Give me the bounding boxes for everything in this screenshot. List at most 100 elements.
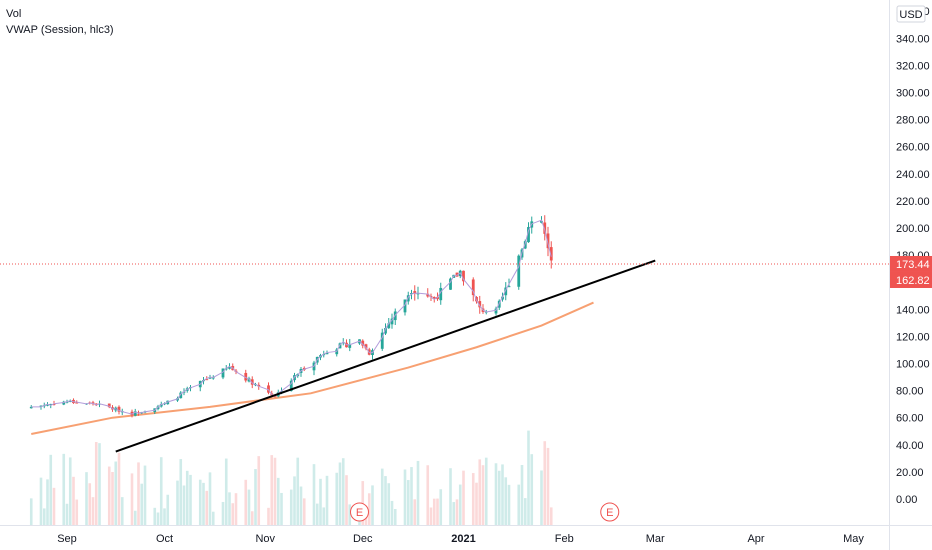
price-tags: 173.44 162.82 (890, 255, 932, 288)
volume-bar (29, 498, 33, 525)
volume-bar (325, 475, 329, 525)
volume-bar (406, 480, 410, 525)
volume-bar (49, 454, 53, 525)
candle-body (224, 368, 228, 370)
volume-bar (244, 479, 248, 525)
volume-bar (367, 493, 371, 525)
volume-bar (361, 481, 365, 525)
candle-body (384, 328, 387, 334)
legend-vwap: VWAP (Session, hlc3) (6, 24, 114, 36)
volume-bar (140, 483, 144, 525)
candle-body (348, 344, 352, 348)
volume-bar (224, 458, 228, 525)
second-price-tag: 162.82 (896, 275, 930, 287)
volume-bar (75, 499, 79, 525)
volume-bar (462, 470, 465, 525)
candle-body (501, 296, 504, 300)
volume-bar (312, 464, 316, 525)
volume-bar (208, 472, 212, 525)
candle-body (387, 323, 391, 329)
candle-body (527, 227, 530, 243)
volume-bar (289, 489, 293, 525)
earnings-marker-label: E (606, 507, 613, 519)
volume-bar (276, 477, 280, 525)
time-tick-label: Dec (353, 533, 373, 545)
candle-body (179, 392, 183, 399)
volume-bar (143, 465, 147, 525)
vwap-path (31, 219, 552, 415)
volume-bar (540, 470, 543, 525)
last-price-tag: 173.44 (896, 259, 930, 271)
candle-body (549, 247, 553, 261)
volume-bar (179, 459, 183, 525)
volume-bar (413, 499, 417, 525)
candle-body (494, 308, 498, 314)
volume-bar (39, 477, 43, 525)
volume-bar (228, 492, 231, 525)
volume-bar (202, 482, 205, 525)
volume-bar (189, 474, 192, 525)
candle-body (517, 255, 521, 287)
candle-body (523, 241, 527, 249)
currency-badge[interactable]: USD (896, 5, 926, 23)
volume-bar (98, 443, 101, 525)
volume-bar (436, 498, 439, 525)
volume-bar (315, 503, 319, 525)
volume-bar (426, 465, 430, 525)
candle-body (117, 406, 121, 412)
volume-bar (530, 454, 534, 525)
volume-bar (231, 503, 235, 525)
volume-bar (520, 464, 524, 525)
earnings-marker-circle[interactable] (350, 502, 369, 522)
price-tick-label: 100.00 (896, 359, 930, 371)
candle-body (338, 343, 342, 349)
price-tick-label: 260.00 (896, 142, 930, 154)
candle-body (39, 405, 43, 407)
price-tick-label: 300.00 (896, 88, 930, 100)
volume-bar (211, 511, 215, 525)
candle-body (250, 379, 254, 385)
time-axis[interactable]: Sep Oct Nov Dec 2021 Feb Mar Apr May (57, 533, 864, 545)
volume-bar (475, 482, 478, 525)
time-tick-label: Sep (57, 533, 77, 545)
time-tick-label: Feb (555, 533, 574, 545)
vwap-line (31, 219, 552, 415)
volume-bar (42, 508, 46, 525)
volume-bar (62, 453, 66, 525)
time-tick-label: Nov (255, 533, 275, 545)
moving-average-line (31, 301, 594, 435)
moving-average-path (31, 301, 594, 435)
volume-bar (546, 447, 550, 525)
volume-bar (458, 484, 462, 525)
volume-bar (527, 430, 530, 525)
volume-bar (182, 485, 186, 525)
candle-body (471, 279, 475, 296)
volume-bar (403, 469, 407, 525)
candle-body (335, 349, 339, 355)
price-tick-label: 140.00 (896, 304, 930, 316)
volume-bar (416, 460, 420, 525)
volume-bar (432, 498, 436, 525)
trend-line-path[interactable] (115, 259, 656, 453)
volume-bar (270, 455, 274, 525)
volume-bar (299, 486, 303, 525)
volume-bar (267, 507, 270, 525)
candle-body (416, 293, 420, 295)
volume-bar (46, 479, 49, 525)
earnings-marker-circle[interactable] (600, 502, 620, 522)
volume-bar (410, 467, 413, 525)
volume-bar (523, 498, 527, 525)
volume-bar (88, 483, 92, 525)
price-tick-label: 240.00 (896, 169, 930, 181)
candle-body (507, 286, 511, 288)
candle-body (49, 403, 53, 406)
time-tick-label: 2021 (451, 533, 475, 545)
volume-bar (114, 461, 118, 525)
volume-bar (94, 442, 98, 525)
volume-bar (449, 468, 452, 525)
volume-bar (68, 457, 72, 525)
volume-bar (159, 457, 163, 525)
